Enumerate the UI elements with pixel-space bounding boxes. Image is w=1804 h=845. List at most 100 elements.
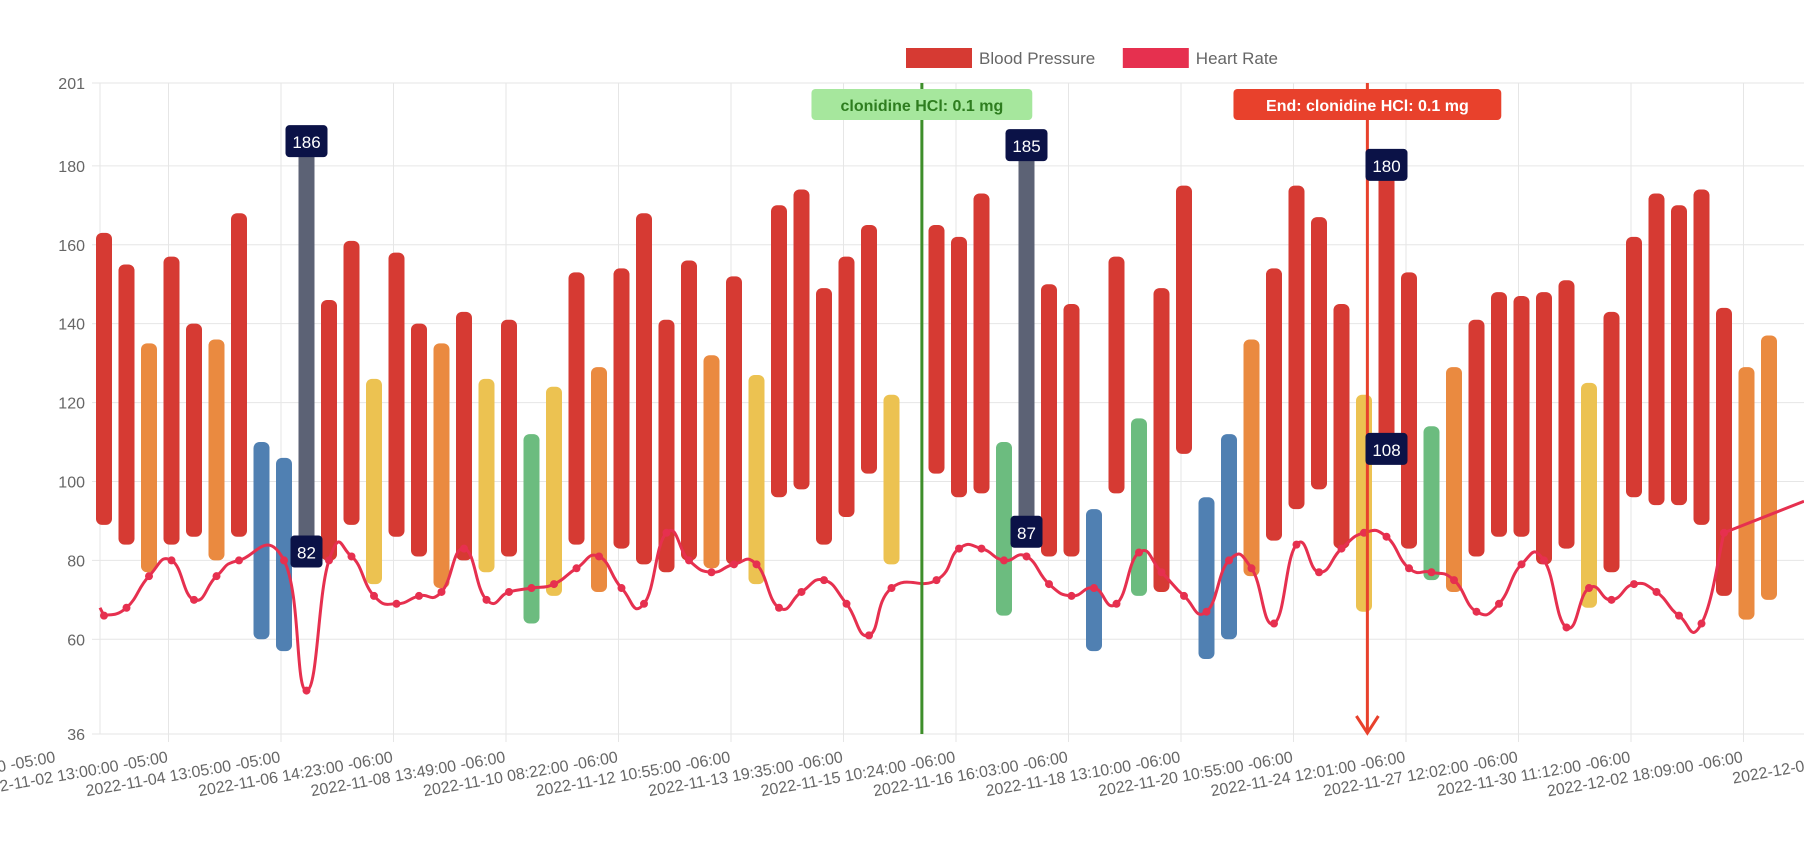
bp-bar [591, 367, 607, 592]
data-label-box [1365, 432, 1408, 465]
bp-bar [636, 213, 652, 565]
bp-bar [501, 319, 517, 557]
heart-rate-point [1000, 556, 1008, 565]
heart-rate-line [98, 499, 1804, 693]
y-tick-label: 100 [58, 474, 85, 491]
bp-bar [1468, 319, 1485, 557]
y-tick-label: 201 [58, 76, 85, 93]
bp-bar [1018, 146, 1035, 533]
heart-rate-point [1585, 584, 1593, 593]
bp-bar [1243, 339, 1260, 577]
bp-bar [231, 213, 247, 537]
heart-rate-point [190, 595, 198, 604]
heart-rate-point [1225, 556, 1233, 565]
heart-rate-point [1337, 544, 1346, 553]
bp-bar [568, 272, 585, 545]
heart-rate-point [325, 556, 333, 565]
heart-rate-point [100, 611, 108, 620]
heart-rate-point [1135, 548, 1143, 557]
bp-bar [1131, 418, 1147, 596]
heart-rate-point [280, 556, 288, 565]
bp-bar [928, 225, 945, 474]
bp-bar [1108, 256, 1125, 494]
bp-bar [681, 260, 697, 561]
bp-bar [478, 378, 495, 573]
bp-bar [118, 264, 135, 545]
bp-bar [658, 319, 675, 573]
heart-rate-point [685, 556, 693, 565]
heart-rate-point [1112, 599, 1121, 608]
y-tick-label: 180 [58, 159, 85, 176]
heart-rate-point [865, 631, 873, 640]
bp-bar [253, 442, 270, 640]
bp-bar [1693, 189, 1710, 525]
bp-bar [96, 232, 112, 525]
bp-bar [1086, 509, 1102, 652]
axis-tick-labels: 3660801001201401601802012022-11-01 09:19… [0, 76, 1804, 800]
heart-rate-point [1382, 532, 1391, 541]
heart-rate-point [1045, 580, 1053, 589]
bp-bar [1266, 268, 1282, 541]
bp-bar [726, 276, 742, 565]
heart-rate-point [1405, 564, 1413, 573]
heart-rate-point [505, 587, 513, 596]
bp-bar [1063, 303, 1080, 557]
heart-rate-point [1427, 568, 1436, 577]
bp-bar [1671, 205, 1687, 506]
legend[interactable]: Blood Pressure Heart Rate [906, 48, 1278, 68]
heart-rate-point [1675, 611, 1683, 620]
bp-bar [838, 256, 855, 517]
bp-bar [366, 378, 382, 585]
legend-item[interactable]: Blood Pressure [906, 48, 1095, 68]
legend-swatch [906, 48, 972, 68]
annotation-box [811, 89, 1033, 120]
bp-bar [1446, 367, 1462, 592]
data-label-box [1010, 515, 1043, 548]
data-label: 185 [1012, 137, 1040, 156]
heart-rate-point [640, 599, 648, 608]
heart-rate-point [1090, 584, 1098, 593]
heart-rate-point [1157, 568, 1166, 577]
legend-item[interactable]: Heart Rate [1122, 48, 1278, 68]
medication-annotations: clonidine HCl: 0.1 mg End: clonidine HCl:… [811, 83, 1502, 736]
y-tick-label: 60 [67, 632, 85, 649]
heart-rate-point [235, 556, 243, 565]
bp-bar [1581, 382, 1597, 608]
heart-rate-point [370, 591, 378, 600]
heart-rate-point [302, 686, 311, 695]
heart-rate-point [1652, 587, 1661, 596]
bp-bar [996, 442, 1012, 616]
bp-bar [208, 339, 225, 561]
heart-rate-point [730, 560, 738, 569]
bp-bar [433, 343, 450, 589]
bp-bar [1626, 236, 1642, 498]
data-label: 180 [1372, 157, 1400, 176]
heart-rate-point [820, 576, 828, 585]
heart-rate-point [977, 544, 986, 553]
annotation-label: clonidine HCl: 0.1 mg [841, 98, 1004, 115]
heart-rate-point [1495, 599, 1503, 608]
heart-rate-point [347, 552, 356, 561]
heart-rate-point [460, 544, 468, 553]
bp-bar [298, 142, 315, 553]
heart-rate-point [1630, 580, 1638, 589]
heart-rate-point [392, 599, 401, 608]
bp-bar [748, 374, 765, 585]
bp-bar [321, 300, 337, 561]
bp-bar [1716, 307, 1732, 596]
heart-rate-point [707, 568, 716, 577]
heart-rate-point [842, 599, 851, 608]
bp-bar [1558, 280, 1575, 549]
y-tick-label: 36 [67, 727, 85, 744]
heart-rate-point [617, 584, 626, 593]
bp-bar [186, 323, 202, 537]
heart-rate-point [1067, 591, 1076, 600]
data-label-box [1365, 148, 1408, 181]
heart-rate-point [167, 556, 176, 565]
legend-label: Blood Pressure [979, 49, 1095, 68]
heart-rate-point [437, 587, 446, 596]
bp-bar [1311, 217, 1327, 490]
heart-rate-point [1697, 619, 1706, 628]
heart-rate-point [145, 572, 153, 581]
heart-rate-point [955, 544, 963, 553]
